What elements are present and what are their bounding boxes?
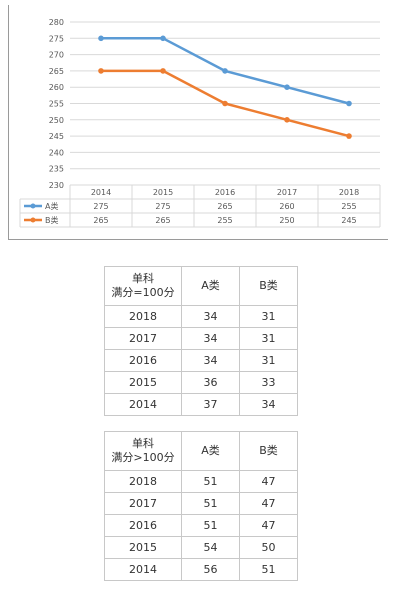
a-cell: 54 [181,536,240,559]
year-cell: 2015 [104,536,182,559]
a-cell: 34 [181,349,240,372]
a-cell: 37 [181,393,240,416]
a-cell: 51 [181,514,240,537]
a-cell: 34 [181,327,240,350]
y-tick-label: 265 [49,67,64,76]
data-table-value: 255 [217,216,232,225]
data-table-value: 245 [341,216,356,225]
data-table-value: 265 [217,202,232,211]
header-line1: 单科 [132,437,154,450]
table-header-b: B类 [239,266,298,306]
b-cell: 33 [239,371,298,394]
a-cell: 36 [181,371,240,394]
data-table-value: 275 [93,202,108,211]
data-point [346,100,352,107]
data-point [284,117,290,123]
data-table-value: 250 [279,216,294,225]
x-tick-label: 2016 [215,188,235,197]
a-cell: 51 [181,470,240,493]
year-cell: 2017 [104,327,182,350]
data-table-value: 255 [341,202,356,211]
a-cell: 56 [181,558,240,581]
b-cell: 31 [239,349,298,372]
b-cell: 31 [239,327,298,350]
data-point [346,133,352,139]
b-cell: 50 [239,536,298,559]
y-tick-label: 255 [49,100,64,109]
score-table-full-100: 单科 满分=100分 A类 B类 2018 34 31 2017 34 31 2016 34… [104,266,298,416]
table-row: 2015 54 50 [104,536,298,559]
y-tick-label: 245 [49,132,64,141]
x-tick-label: 2015 [153,188,173,197]
legend-entry: A类 [45,201,58,211]
b-cell: 47 [239,492,298,515]
header-line1: 单科 [132,272,154,285]
b-cell: 47 [239,470,298,493]
year-cell: 2014 [104,558,182,581]
a-cell: 51 [181,492,240,515]
year-cell: 2016 [104,349,182,372]
data-point [222,68,228,74]
data-table-value: 275 [155,202,170,211]
data-point [98,68,104,74]
table-header-b: B类 [239,431,298,471]
data-point [160,68,166,74]
y-tick-label: 230 [49,181,64,190]
score-table-over-100: 单科 满分>100分 A类 B类 2018 51 47 2017 51 47 2016 51… [104,431,298,581]
b-cell: 34 [239,393,298,416]
line-chart [8,5,388,240]
y-tick-label: 270 [49,51,64,60]
b-cell: 51 [239,558,298,581]
data-table-value: 265 [93,216,108,225]
table-row: 2014 37 34 [104,393,298,416]
table-row: 2018 34 31 [104,305,298,328]
y-tick-label: 235 [49,165,64,174]
legend-key-marker [30,203,36,209]
table-header-a: A类 [181,431,240,471]
table-row: 2015 36 33 [104,371,298,394]
year-cell: 2015 [104,371,182,394]
table-row: 2017 51 47 [104,492,298,515]
year-cell: 2018 [104,470,182,493]
data-point [160,35,166,42]
x-tick-label: 2018 [339,188,359,197]
data-table-value: 260 [279,202,294,211]
b-cell: 31 [239,305,298,328]
table-row: 2018 51 47 [104,470,298,493]
table-row: 2016 34 31 [104,349,298,372]
y-tick-label: 275 [49,34,64,43]
y-tick-label: 240 [49,148,64,157]
table-header-row: 单科 满分>100分 A类 B类 [104,431,298,471]
year-cell: 2017 [104,492,182,515]
b-cell: 47 [239,514,298,537]
year-cell: 2016 [104,514,182,537]
data-point [284,84,290,90]
x-tick-label: 2014 [91,188,111,197]
data-table-value: 265 [155,216,170,225]
table-row: 2017 34 31 [104,327,298,350]
header-line2: 满分=100分 [111,286,175,299]
data-point [98,35,104,42]
y-tick-label: 280 [49,18,64,27]
table-row: 2016 51 47 [104,514,298,537]
table-header-subject: 单科 满分=100分 [104,266,182,306]
year-cell: 2014 [104,393,182,416]
data-point [222,100,228,107]
table-header-a: A类 [181,266,240,306]
y-tick-label: 250 [49,116,64,125]
chart-svg: 280 275 270 265 260 255 250 245 240 235 230 2014 201… [19,18,381,228]
year-cell: 2018 [104,305,182,328]
x-tick-label: 2017 [277,188,297,197]
legend-entry: B类 [45,215,59,225]
legend-key-marker [30,217,36,223]
header-line2: 满分>100分 [111,451,175,464]
table-header-row: 单科 满分=100分 A类 B类 [104,266,298,306]
table-row: 2014 56 51 [104,558,298,581]
a-cell: 34 [181,305,240,328]
table-header-subject: 单科 满分>100分 [104,431,182,471]
y-tick-label: 260 [49,83,64,92]
